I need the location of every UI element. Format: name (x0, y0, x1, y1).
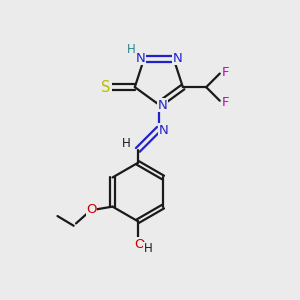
Text: H: H (144, 242, 152, 255)
Text: N: N (172, 52, 182, 65)
Text: N: N (135, 52, 145, 65)
Text: F: F (221, 66, 229, 79)
Text: N: N (158, 99, 167, 112)
Text: N: N (158, 124, 168, 137)
Text: S: S (101, 80, 111, 94)
Text: O: O (86, 203, 97, 216)
Text: H: H (122, 137, 131, 150)
Text: O: O (134, 238, 145, 251)
Text: H: H (127, 43, 136, 56)
Text: F: F (221, 96, 229, 109)
